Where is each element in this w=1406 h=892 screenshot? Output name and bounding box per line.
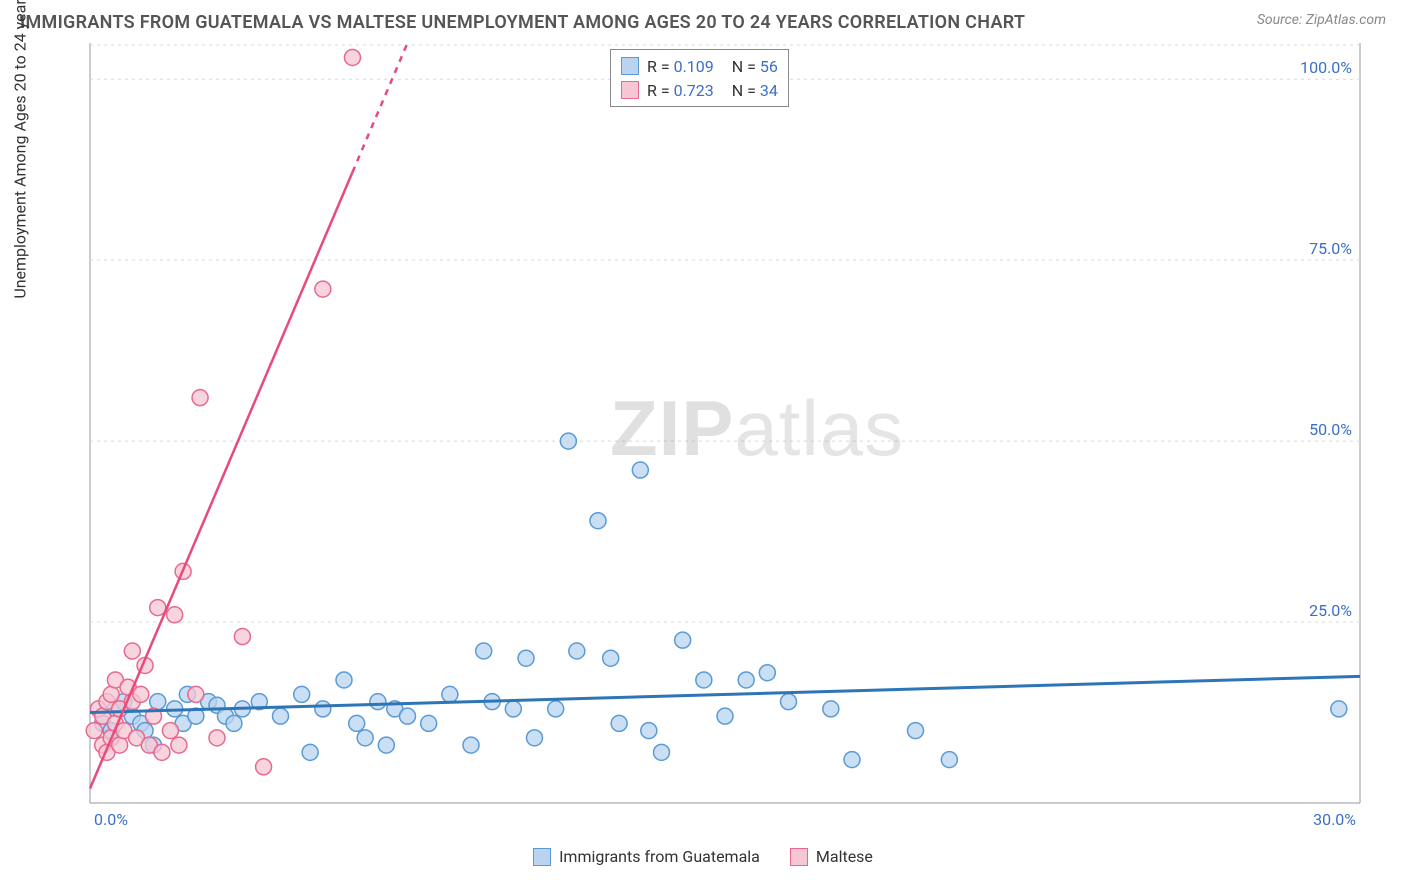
legend-item: Immigrants from Guatemala (533, 847, 760, 866)
data-point (273, 708, 289, 724)
data-point (400, 708, 416, 724)
x-tick-label: 0.0% (94, 810, 128, 829)
data-point (344, 49, 360, 65)
data-point (103, 686, 119, 702)
data-point (162, 723, 178, 739)
legend-row: R = 0.723 N = 34 (621, 78, 778, 102)
data-point (86, 723, 102, 739)
legend-swatch (790, 848, 808, 866)
data-point (611, 715, 627, 731)
x-tick-label: 30.0% (1313, 810, 1356, 829)
data-point (590, 513, 606, 529)
data-point (188, 686, 204, 702)
legend-swatch (533, 848, 551, 866)
legend-label: Maltese (816, 847, 873, 866)
legend-swatch (621, 81, 639, 99)
y-tick-label: 100.0% (1300, 58, 1352, 77)
data-point (336, 672, 352, 688)
data-point (1331, 701, 1347, 717)
data-point (315, 281, 331, 297)
legend-swatch (621, 57, 639, 75)
data-point (357, 730, 373, 746)
y-tick-label: 50.0% (1309, 420, 1352, 439)
data-point (548, 701, 564, 717)
data-point (527, 730, 543, 746)
regression-line (90, 676, 1360, 712)
data-point (370, 694, 386, 710)
y-tick-label: 75.0% (1309, 239, 1352, 258)
data-point (738, 672, 754, 688)
legend-item: Maltese (790, 847, 873, 866)
data-point (560, 433, 576, 449)
scatter-chart: 25.0% 50.0% 75.0% 100.0% 0.0% 30.0% (50, 43, 1380, 843)
legend-stats: R = 0.109 N = 56 (647, 57, 778, 76)
data-point (569, 643, 585, 659)
data-point (294, 686, 310, 702)
regression-line (90, 172, 352, 788)
data-point (234, 629, 250, 645)
data-point (476, 643, 492, 659)
data-point (675, 632, 691, 648)
legend-row: R = 0.109 N = 56 (621, 54, 778, 78)
data-point (463, 737, 479, 753)
data-point (759, 665, 775, 681)
data-point (349, 715, 365, 731)
data-point (167, 607, 183, 623)
data-point (150, 694, 166, 710)
data-point (941, 752, 957, 768)
data-point (781, 694, 797, 710)
data-point (442, 686, 458, 702)
data-point (209, 730, 225, 746)
data-point (641, 723, 657, 739)
source-label: Source: ZipAtlas.com (1257, 12, 1386, 28)
data-point (302, 744, 318, 760)
data-point (192, 390, 208, 406)
data-point (518, 650, 534, 666)
correlation-legend: R = 0.109 N = 56 R = 0.723 N = 34 (610, 49, 789, 107)
series-legend: Immigrants from Guatemala Maltese (0, 847, 1406, 866)
data-point (632, 462, 648, 478)
regression-line-dashed (352, 43, 407, 172)
data-point (226, 715, 242, 731)
data-point (256, 759, 272, 775)
y-tick-label: 25.0% (1309, 601, 1352, 620)
legend-stats: R = 0.723 N = 34 (647, 81, 778, 100)
data-point (844, 752, 860, 768)
y-axis-label: Unemployment Among Ages 20 to 24 years (11, 0, 30, 299)
chart-title: IMMIGRANTS FROM GUATEMALA VS MALTESE UNE… (20, 12, 1025, 33)
data-point (171, 737, 187, 753)
data-point (124, 643, 140, 659)
data-point (505, 701, 521, 717)
data-point (421, 715, 437, 731)
legend-label: Immigrants from Guatemala (559, 847, 760, 866)
data-point (908, 723, 924, 739)
data-point (654, 744, 670, 760)
data-point (154, 744, 170, 760)
chart-container: Unemployment Among Ages 20 to 24 years Z… (50, 43, 1386, 843)
data-point (378, 737, 394, 753)
data-point (823, 701, 839, 717)
data-point (603, 650, 619, 666)
data-point (112, 737, 128, 753)
data-point (133, 686, 149, 702)
data-point (315, 701, 331, 717)
data-point (696, 672, 712, 688)
data-point (717, 708, 733, 724)
